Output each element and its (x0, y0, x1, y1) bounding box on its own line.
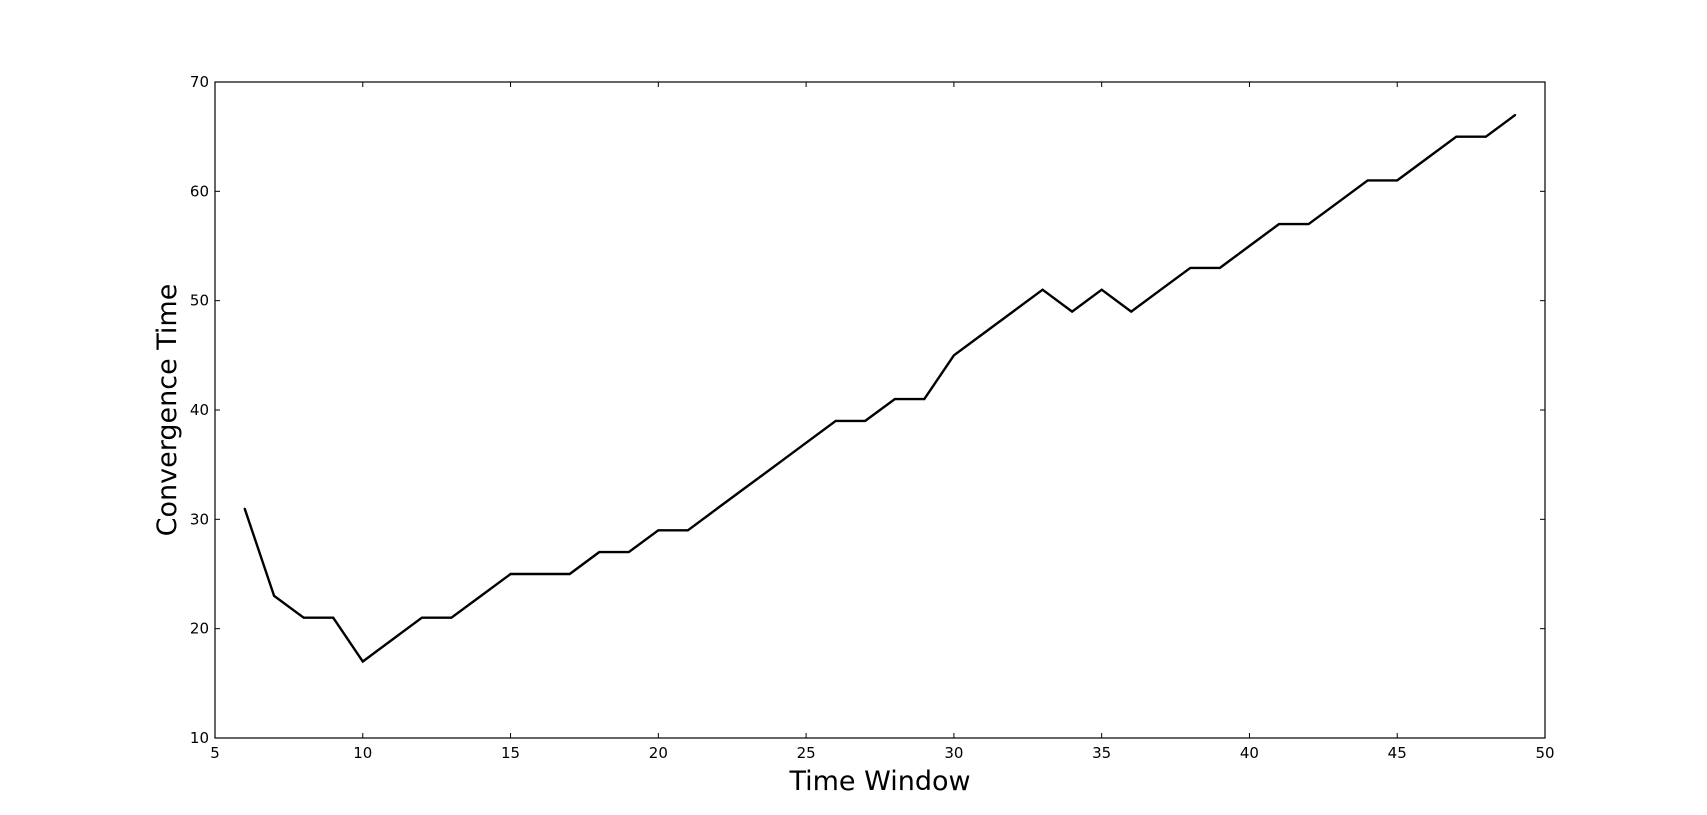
y-tick-label: 70 (190, 73, 209, 91)
data-point (509, 573, 512, 575)
data-point (1455, 135, 1458, 138)
y-tick-label: 30 (190, 510, 209, 528)
data-point (1337, 201, 1339, 204)
data-point (1130, 310, 1133, 313)
x-tick-label: 40 (1240, 744, 1259, 762)
data-point (746, 485, 748, 488)
y-tick-label: 10 (190, 729, 209, 747)
data-point (273, 595, 275, 597)
data-point (1307, 223, 1310, 225)
data-point (1514, 114, 1517, 116)
x-axis-ticks: 5 10 15 20 25 30 35 40 45 50 (210, 82, 1555, 762)
y-tick-label: 20 (190, 620, 209, 638)
data-point (1159, 288, 1162, 291)
data-point (1278, 223, 1280, 225)
y-axis-ticks: 10 20 30 40 50 60 70 (190, 73, 1545, 747)
data-point (716, 507, 719, 510)
data-point (1425, 157, 1428, 160)
data-point (421, 616, 423, 619)
x-tick-label: 50 (1535, 744, 1554, 762)
y-axis-title: Convergence Time (152, 284, 183, 537)
y-tick-label: 50 (190, 292, 209, 310)
x-axis-title: Time Window (788, 766, 970, 797)
x-tick-label: 5 (210, 744, 220, 762)
data-point (687, 529, 689, 532)
data-point (1396, 179, 1399, 182)
series-layer (243, 113, 1517, 664)
x-tick-label: 15 (501, 744, 520, 762)
data-point (302, 616, 305, 619)
data-point (332, 616, 335, 619)
data-point (480, 595, 482, 597)
data-point (1189, 267, 1192, 269)
data-point (1071, 310, 1073, 313)
x-tick-label: 25 (797, 744, 816, 762)
data-point (1485, 135, 1487, 138)
x-tick-label: 30 (944, 744, 963, 762)
x-tick-label: 35 (1092, 744, 1111, 762)
data-point (1219, 267, 1221, 269)
series-line-0 (243, 113, 1517, 664)
x-tick-label: 10 (353, 744, 372, 762)
data-point (1012, 310, 1014, 313)
data-point (361, 660, 364, 663)
data-point (805, 442, 807, 444)
data-point (923, 398, 926, 400)
data-point (1366, 179, 1369, 182)
x-tick-label: 20 (649, 744, 668, 762)
x-tick-label: 45 (1388, 744, 1407, 762)
data-point (539, 573, 541, 575)
data-point (450, 616, 453, 619)
data-point (598, 551, 601, 553)
data-point (893, 398, 896, 400)
data-point (1100, 288, 1103, 291)
data-point (982, 332, 985, 335)
data-point (1248, 245, 1251, 247)
data-point (627, 551, 630, 553)
data-point (657, 529, 660, 532)
data-point (864, 420, 867, 422)
y-tick-label: 60 (190, 182, 209, 200)
data-point (1041, 288, 1044, 291)
data-point (775, 463, 778, 466)
y-tick-label: 40 (190, 401, 209, 419)
data-point (391, 638, 394, 641)
data-point (568, 573, 571, 575)
data-point (243, 507, 246, 510)
data-point (953, 354, 955, 357)
data-point (834, 420, 837, 422)
